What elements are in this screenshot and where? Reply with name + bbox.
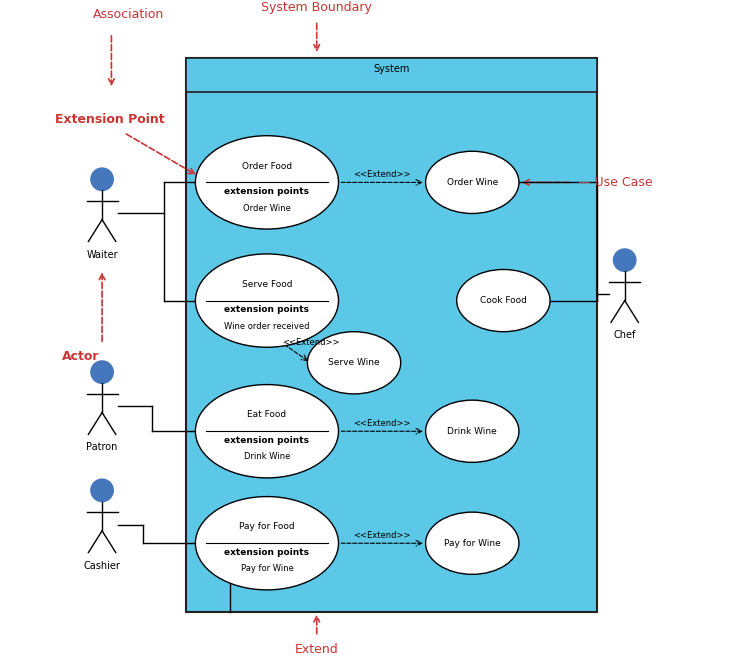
Text: Waiter: Waiter	[86, 249, 118, 260]
Text: <<Extend>>: <<Extend>>	[281, 338, 339, 347]
Text: Patron: Patron	[86, 442, 118, 453]
Text: <<Extend>>: <<Extend>>	[353, 531, 410, 540]
Text: Chef: Chef	[614, 331, 636, 340]
Text: Association: Association	[93, 8, 164, 20]
Ellipse shape	[426, 400, 519, 462]
Text: Pay for Food: Pay for Food	[239, 522, 295, 531]
Text: Actor: Actor	[62, 350, 99, 363]
Text: System: System	[373, 64, 410, 74]
Text: — Use Case: — Use Case	[578, 176, 652, 189]
Ellipse shape	[426, 512, 519, 575]
Text: extension points: extension points	[224, 436, 309, 445]
Text: Serve Food: Serve Food	[242, 279, 292, 289]
Text: Drink Wine: Drink Wine	[447, 427, 497, 436]
Text: Order Wine: Order Wine	[446, 178, 498, 187]
Ellipse shape	[196, 136, 339, 229]
Ellipse shape	[196, 384, 339, 478]
Text: <<Extend>>: <<Extend>>	[353, 171, 410, 179]
Text: Cashier: Cashier	[84, 561, 120, 571]
Circle shape	[91, 479, 114, 502]
Text: Cook Food: Cook Food	[480, 296, 527, 305]
Bar	[186, 58, 597, 92]
Text: Drink Wine: Drink Wine	[244, 453, 290, 461]
Circle shape	[91, 168, 114, 190]
Text: Pay for Wine: Pay for Wine	[240, 564, 293, 573]
Circle shape	[614, 249, 636, 272]
Text: Wine order received: Wine order received	[224, 321, 310, 331]
Text: Extension Point: Extension Point	[56, 113, 165, 127]
Text: extension points: extension points	[224, 187, 309, 196]
Text: Order Food: Order Food	[242, 161, 292, 171]
Text: Pay for Wine: Pay for Wine	[444, 539, 501, 548]
Text: Extend: Extend	[295, 643, 339, 656]
Ellipse shape	[196, 497, 339, 590]
Text: Serve Wine: Serve Wine	[328, 358, 380, 367]
FancyBboxPatch shape	[186, 58, 597, 611]
Ellipse shape	[307, 332, 401, 394]
Text: <<Extend>>: <<Extend>>	[353, 419, 410, 428]
Circle shape	[91, 361, 114, 383]
Text: System Boundary: System Boundary	[261, 1, 372, 14]
Ellipse shape	[426, 152, 519, 213]
Text: Order Wine: Order Wine	[243, 203, 291, 213]
Ellipse shape	[457, 270, 550, 332]
Text: extension points: extension points	[224, 548, 309, 557]
Text: Eat Food: Eat Food	[248, 411, 287, 419]
Ellipse shape	[196, 254, 339, 347]
Text: extension points: extension points	[224, 306, 309, 314]
